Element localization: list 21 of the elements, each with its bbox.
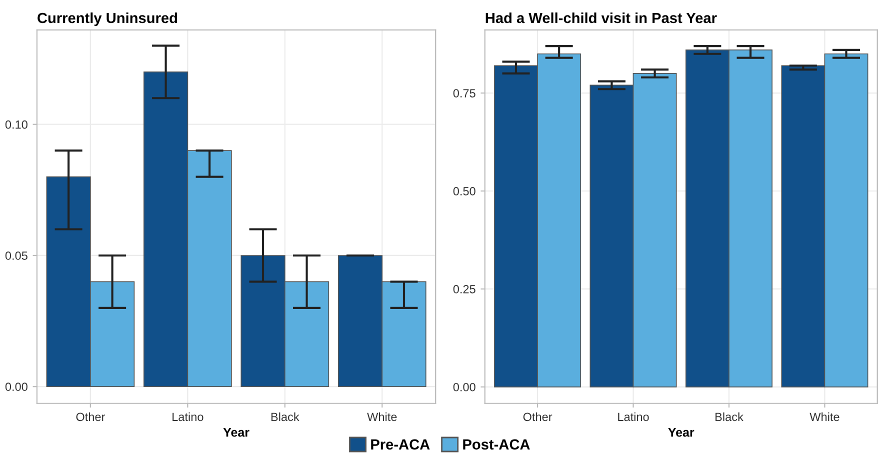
legend-label: Post-ACA <box>463 439 530 450</box>
x-tick-label: Latino <box>618 412 649 422</box>
legend-label: Pre-ACA <box>371 439 430 450</box>
x-tick-label: Black <box>271 412 300 422</box>
x-axis-title: Year <box>223 428 250 437</box>
y-tick-label: 0.00 <box>453 382 476 392</box>
x-axis-title: Year <box>668 428 694 437</box>
y-tick-label: 0.05 <box>5 252 28 260</box>
x-tick-label: Black <box>716 412 744 422</box>
x-tick-label: Latino <box>172 412 204 422</box>
x-tick-label: White <box>367 412 397 422</box>
y-tick-label: 0.50 <box>453 187 476 196</box>
y-tick-label: 0.75 <box>453 89 476 98</box>
chart-title: Currently Uninsured <box>38 12 177 26</box>
y-tick-label: 0.00 <box>5 382 28 391</box>
x-tick-label: White <box>810 412 840 422</box>
x-tick-label: Other <box>523 412 552 422</box>
chart-title: Had a Well-child visit in Past Year <box>486 12 717 24</box>
y-tick-label: 0.10 <box>5 120 28 129</box>
x-tick-label: Other <box>76 412 106 422</box>
y-tick-label: 0.25 <box>453 284 476 294</box>
